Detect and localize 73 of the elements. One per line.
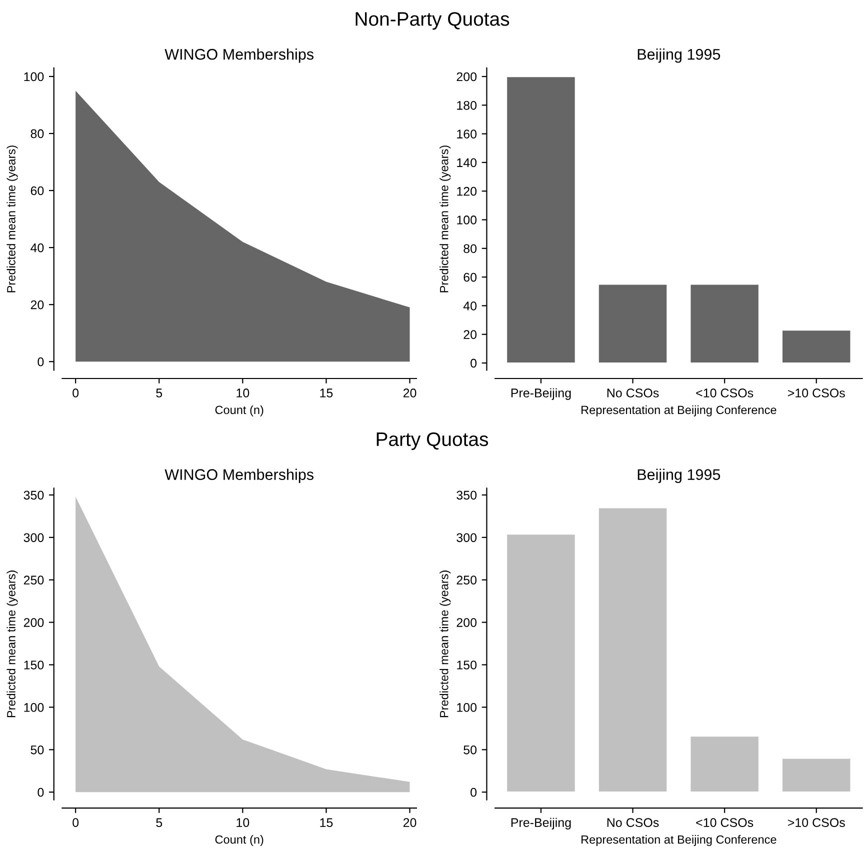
x-tick-label: 5 — [156, 388, 162, 398]
x-tick-label: 0 — [72, 818, 79, 827]
bar — [690, 284, 760, 364]
y-tick-label: 100 — [24, 703, 44, 712]
x-tick-label: <10 CSOs — [696, 818, 754, 827]
y-axis-title: Predicted mean time (years) — [440, 146, 451, 292]
y-tick-label: 80 — [464, 244, 477, 254]
y-tick-label: 60 — [30, 186, 44, 196]
y-tick-label: 0 — [470, 788, 477, 797]
y-tick-label: 150 — [457, 660, 477, 670]
x-axis-title: Representation at Beijing Conference — [582, 405, 776, 416]
bar — [598, 507, 668, 793]
y-tick-label: 350 — [24, 490, 44, 500]
y-axis-title: Predicted mean time (years) — [440, 570, 451, 718]
x-axis-title: Count (n) — [215, 835, 264, 846]
y-tick-label: 40 — [463, 302, 477, 310]
y-tick-label: 120 — [457, 186, 477, 196]
y-tick-label: 180 — [457, 100, 477, 110]
y-tick-label: 160 — [457, 130, 477, 138]
x-tick-label: >10 CSOs — [788, 818, 845, 827]
y-tick-label: 200 — [456, 72, 477, 82]
bar — [781, 758, 852, 793]
y-tick-label: 60 — [464, 272, 477, 282]
y-axis-title: Predicted mean time (years) — [6, 146, 18, 292]
x-tick-label: No CSOs — [607, 818, 659, 827]
x-tick-label: 10 — [236, 818, 250, 827]
y-tick-label: 40 — [30, 243, 44, 252]
x-tick-label: 15 — [320, 818, 333, 827]
x-tick-label: 15 — [320, 388, 333, 398]
x-tick-label: >10 CSOs — [788, 388, 845, 398]
x-axis-title: Count (n) — [215, 405, 264, 416]
y-tick-label: 200 — [24, 618, 44, 627]
x-axis-title: Representation at Beijing Conference — [582, 835, 776, 846]
bar — [598, 284, 668, 364]
y-tick-label: 300 — [24, 533, 44, 542]
y-tick-label: 0 — [470, 358, 477, 368]
x-tick-label: <10 CSOs — [696, 388, 754, 398]
chart-title: Beijing 1995 — [638, 468, 720, 484]
chart-title: WINGO Memberships — [164, 48, 314, 63]
chart-title: Beijing 1995 — [638, 48, 720, 63]
y-tick-label: 300 — [456, 533, 477, 542]
x-tick-label: No CSOs — [607, 388, 659, 398]
x-tick-label: 20 — [403, 818, 416, 827]
y-tick-label: 250 — [24, 576, 44, 585]
y-tick-label: 350 — [456, 490, 477, 500]
bar — [781, 330, 852, 364]
text: Party Quotas — [376, 432, 488, 450]
y-tick-label: 250 — [456, 576, 477, 585]
y-tick-label: 50 — [30, 745, 44, 754]
y-tick-label: 50 — [464, 745, 477, 754]
x-tick-label: 0 — [72, 388, 79, 398]
x-tick-label: 10 — [236, 388, 250, 398]
bar — [506, 76, 576, 364]
y-tick-label: 150 — [24, 660, 44, 670]
x-tick-label: 5 — [156, 818, 162, 827]
y-tick-label: 100 — [24, 72, 44, 82]
text: Non-Party Quotas — [356, 12, 510, 30]
y-tick-label: 200 — [456, 618, 477, 627]
y-tick-label: 20 — [464, 330, 477, 340]
y-tick-label: 0 — [38, 788, 44, 797]
bar — [506, 533, 576, 793]
y-tick-label: 100 — [457, 703, 477, 712]
y-tick-label: 80 — [30, 129, 44, 138]
chart-title: WINGO Memberships — [164, 468, 314, 484]
y-tick-label: 20 — [30, 300, 44, 310]
bar — [690, 736, 760, 793]
y-axis-title: Predicted mean time (years) — [6, 570, 18, 718]
x-tick-label: 20 — [403, 388, 416, 398]
x-tick-label: Pre-Beijing — [511, 388, 571, 400]
y-tick-label: 140 — [457, 158, 477, 168]
y-tick-label: 100 — [457, 216, 477, 224]
x-tick-label: Pre-Beijing — [511, 818, 571, 830]
y-tick-label: 0 — [38, 357, 44, 366]
